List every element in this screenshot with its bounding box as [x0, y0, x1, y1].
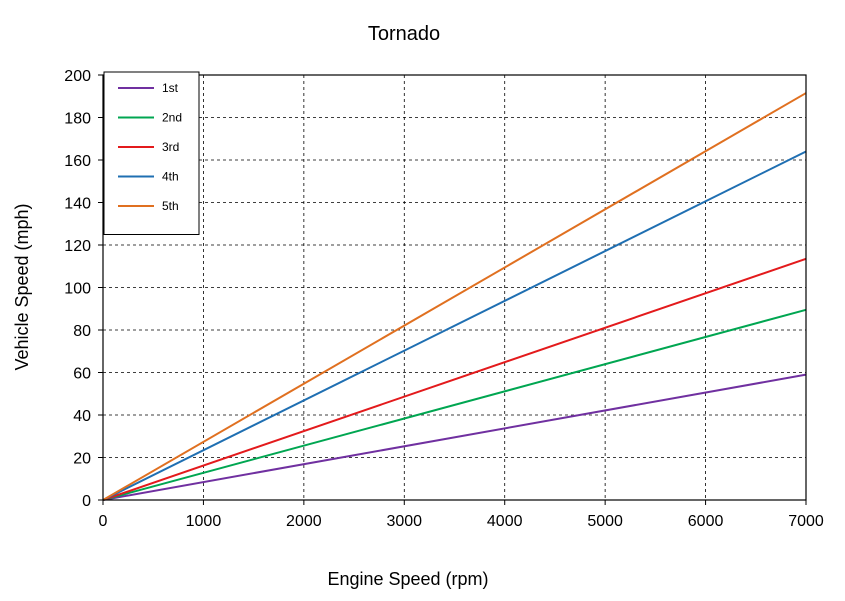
y-tick-label: 140 [64, 196, 91, 213]
legend-label-4th: 4th [162, 170, 179, 184]
y-axis-title: Vehicle Speed (mph) [12, 203, 32, 370]
x-tick-label: 3000 [386, 513, 422, 530]
x-tick-label: 2000 [286, 513, 322, 530]
series-line-1st [102, 373, 807, 501]
x-tick-label: 6000 [688, 513, 724, 530]
y-tick-label: 60 [73, 366, 91, 383]
y-tick-label: 120 [64, 238, 91, 255]
plot-area: 0 1000 2000 3000 4000 5000 6000 7000 0 20 40 60 80 10… [64, 68, 824, 530]
x-tick-label: 1000 [186, 513, 222, 530]
legend-label-3rd: 3rd [162, 140, 179, 154]
plot-background [103, 75, 806, 500]
legend-label-2nd: 2nd [162, 111, 182, 125]
x-tick-label: 7000 [788, 513, 824, 530]
x-tick-label: 0 [99, 513, 108, 530]
chart-title: Tornado [368, 23, 440, 45]
x-tick-label: 5000 [587, 513, 623, 530]
y-tick-label: 180 [64, 111, 91, 128]
x-tick-label: 4000 [487, 513, 523, 530]
y-tick-label: 80 [73, 323, 91, 340]
y-tick-label: 20 [73, 451, 91, 468]
y-tick-label: 100 [64, 281, 91, 298]
y-tick-label: 40 [73, 408, 91, 425]
legend-box [103, 71, 200, 235]
series-line-5th [102, 92, 807, 501]
y-tick-label: 200 [64, 68, 91, 85]
y-tick-label: 160 [64, 153, 91, 170]
y-tick-label: 0 [82, 493, 91, 510]
legend-label-1st: 1st [162, 81, 179, 95]
series-line-3rd [102, 257, 807, 501]
x-axis-title: Engine Speed (rpm) [327, 569, 488, 589]
series-line-4th [102, 150, 807, 501]
series-line-2nd [102, 308, 807, 501]
legend-label-5th: 5th [162, 199, 179, 213]
